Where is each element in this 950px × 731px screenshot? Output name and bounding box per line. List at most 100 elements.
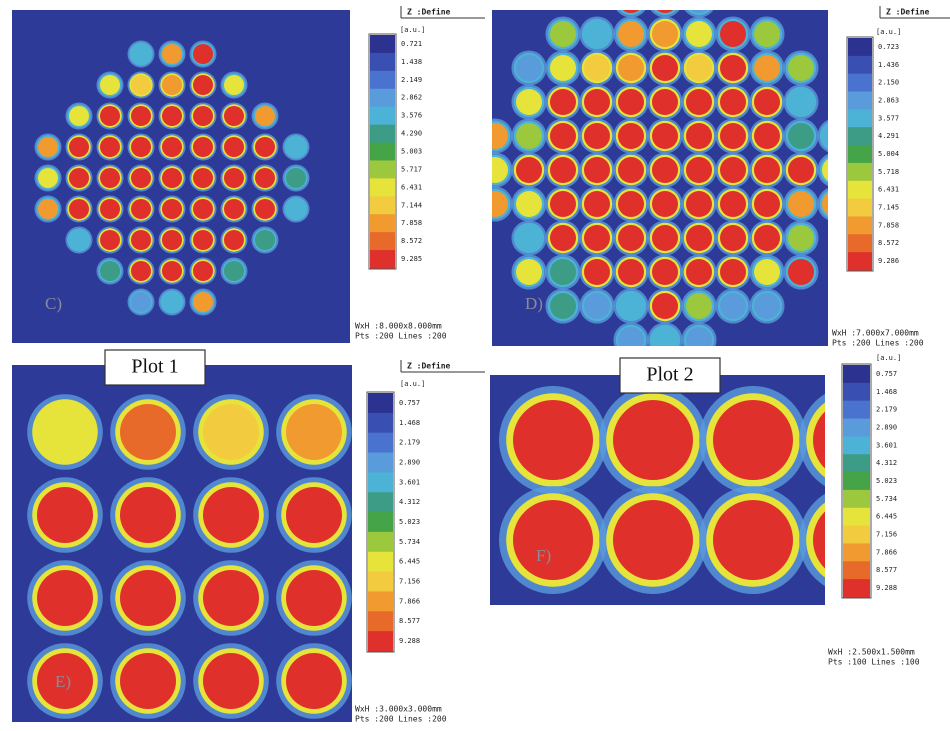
dot [255, 137, 275, 157]
dot [584, 293, 610, 319]
colorbar-segment [370, 71, 395, 89]
dot [516, 55, 542, 81]
dot [286, 168, 306, 188]
dot [203, 404, 259, 460]
colorbar-label: 5.003 [401, 148, 422, 156]
colorbar-label: 7.858 [878, 221, 899, 229]
colorbar-segment [848, 127, 872, 145]
panel-letter: D) [525, 294, 543, 313]
heatmap [12, 365, 352, 722]
dot [193, 199, 213, 219]
dot [69, 106, 89, 126]
dot [618, 293, 644, 319]
dot [193, 261, 213, 281]
colorbar-label: 6.445 [876, 513, 897, 521]
dot [720, 55, 746, 81]
dot [69, 230, 89, 250]
dot [255, 230, 275, 250]
dot [754, 293, 780, 319]
colorbar-label: 7.156 [399, 578, 420, 586]
dot [203, 570, 259, 626]
dot [162, 292, 182, 312]
dot [788, 259, 814, 285]
dot [193, 230, 213, 250]
dot [224, 168, 244, 188]
size-info: WxH :3.000x3.000mm [355, 705, 442, 714]
dot [550, 191, 576, 217]
dot [69, 137, 89, 157]
dot [754, 225, 780, 251]
colorbar-label: 2.890 [399, 458, 420, 466]
colorbar-label: 5.023 [399, 518, 420, 526]
colorbar-unit: [a.u.] [400, 26, 425, 34]
dot [482, 191, 508, 217]
dot [822, 157, 848, 183]
dot [713, 400, 793, 480]
colorbar-segment [848, 216, 872, 234]
dot [224, 137, 244, 157]
colorbar-segment [368, 572, 393, 592]
dot [788, 157, 814, 183]
dot [686, 259, 712, 285]
size-info: WxH :2.500x1.500mm [828, 648, 915, 657]
dot [686, 89, 712, 115]
colorbar-segment [848, 38, 872, 56]
colorbar-label: 9.286 [878, 257, 899, 265]
dot [754, 89, 780, 115]
plot-label: Plot 2 [646, 364, 693, 386]
dot [788, 191, 814, 217]
dot [224, 75, 244, 95]
dot [686, 327, 712, 353]
dot [720, 225, 746, 251]
dot [131, 168, 151, 188]
colorbar-label: 2.149 [401, 76, 422, 84]
colorbar-label: 2.862 [401, 94, 422, 102]
colorbar-segment [848, 252, 872, 270]
colorbar-segment [848, 199, 872, 217]
dot [513, 500, 593, 580]
dot [131, 75, 151, 95]
dot [788, 225, 814, 251]
dot [100, 261, 120, 281]
dot [193, 168, 213, 188]
dot [618, 327, 644, 353]
dot [120, 570, 176, 626]
dot [822, 191, 848, 217]
dot [720, 157, 746, 183]
colorbar-label: 5.717 [401, 165, 422, 173]
dot [162, 230, 182, 250]
colorbar-segment [843, 419, 870, 437]
dot [550, 123, 576, 149]
dot [652, 327, 678, 353]
colorbar-label: 5.718 [878, 168, 899, 176]
colorbar-segment [843, 526, 870, 544]
points-info: Pts :200 Lines :200 [355, 715, 447, 724]
panel-letter: C) [45, 294, 62, 313]
dot [754, 21, 780, 47]
dot [618, 225, 644, 251]
dot [255, 199, 275, 219]
colorbar-label: 7.866 [876, 548, 897, 556]
dot [516, 89, 542, 115]
dot [120, 404, 176, 460]
colorbar-segment [370, 125, 395, 143]
dot [100, 106, 120, 126]
dot [193, 44, 213, 64]
colorbar-segment [368, 413, 393, 433]
colorbar-segment [843, 401, 870, 419]
dot [618, 123, 644, 149]
dot [652, 123, 678, 149]
dot [203, 653, 259, 709]
dot [255, 106, 275, 126]
colorbar-segment [370, 89, 395, 107]
panel-header: Z :Define [407, 361, 451, 371]
size-info: WxH :7.000x7.000mm [832, 329, 919, 338]
colorbar-label: 4.312 [876, 459, 897, 467]
colorbar-segment [368, 453, 393, 473]
dot [550, 225, 576, 251]
dot [516, 123, 542, 149]
dot [100, 75, 120, 95]
dot [754, 259, 780, 285]
dot [720, 21, 746, 47]
colorbar-segment [848, 163, 872, 181]
